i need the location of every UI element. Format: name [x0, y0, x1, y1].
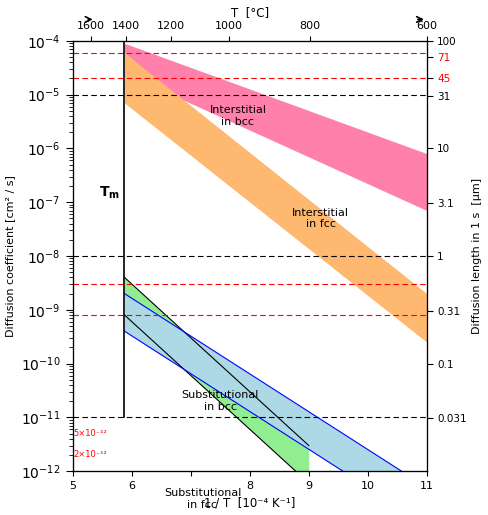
Y-axis label: Diffusion length in 1 s  [μm]: Diffusion length in 1 s [μm] [472, 178, 483, 334]
X-axis label: 1 / T  [10⁻⁴ K⁻¹]: 1 / T [10⁻⁴ K⁻¹] [204, 496, 295, 509]
Text: 2×10⁻¹²: 2×10⁻¹² [74, 451, 107, 459]
Text: Substitutional
in fcc: Substitutional in fcc [164, 489, 241, 510]
Text: Interstitial
in bcc: Interstitial in bcc [209, 105, 266, 127]
Text: 5×10⁻¹²: 5×10⁻¹² [74, 429, 107, 438]
Text: Substitutional
in bcc: Substitutional in bcc [182, 390, 259, 412]
Y-axis label: Diffusion coefficient [cm² / s]: Diffusion coefficient [cm² / s] [5, 175, 16, 337]
Text: $\mathbf{T_m}$: $\mathbf{T_m}$ [100, 184, 121, 201]
X-axis label: T  [°C]: T [°C] [231, 6, 269, 19]
Text: Interstitial
in fcc: Interstitial in fcc [292, 208, 349, 229]
